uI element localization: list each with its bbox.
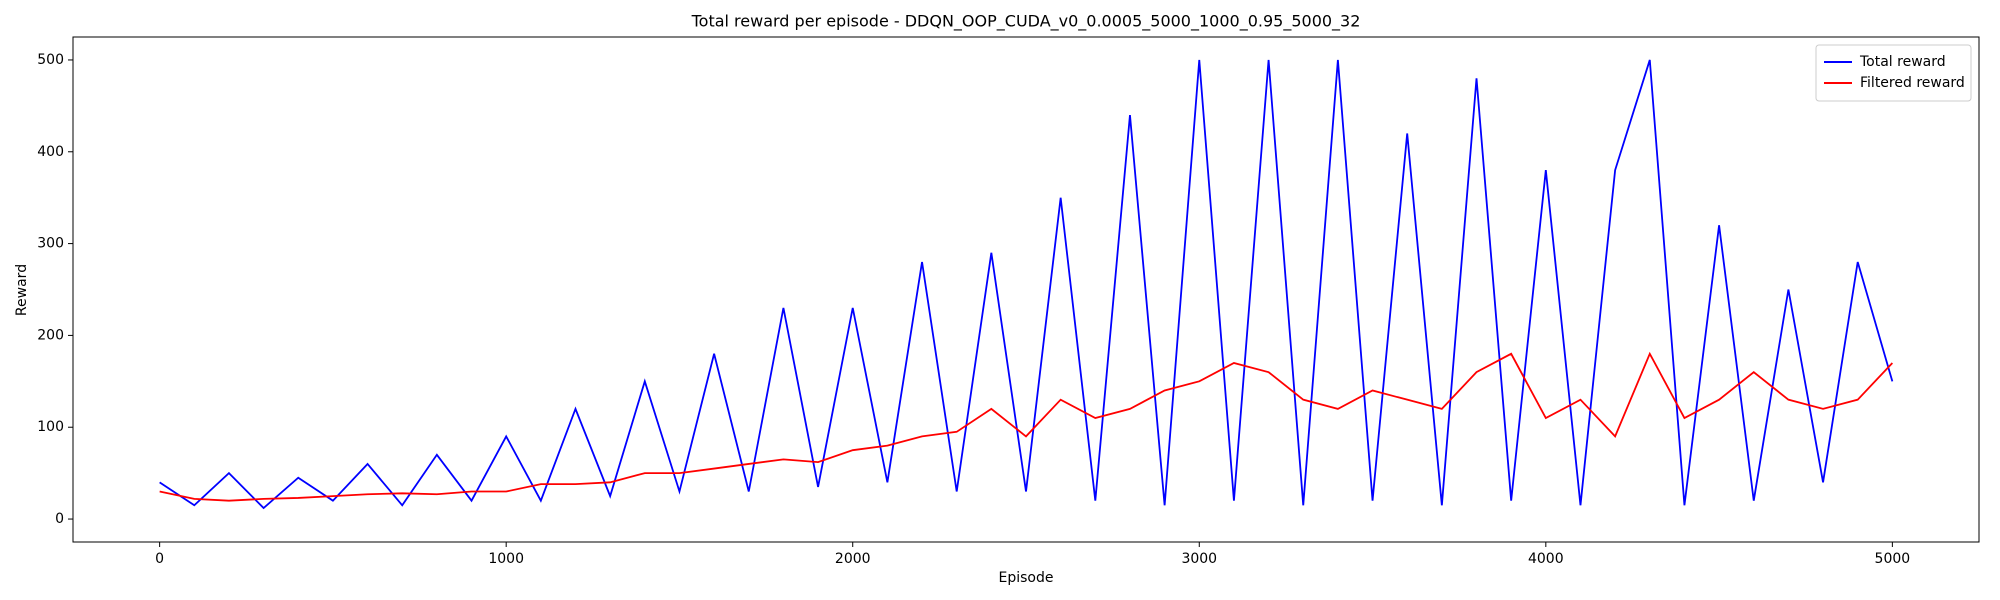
x-tick-label: 2000	[835, 551, 871, 567]
chart-title: Total reward per episode - DDQN_OOP_CUDA…	[691, 12, 1361, 32]
y-tick-label: 100	[37, 419, 64, 435]
x-tick-label: 0	[155, 551, 164, 567]
y-tick-label: 0	[55, 511, 64, 527]
series-line	[159, 351, 1894, 502]
x-axis-label: Episode	[999, 570, 1054, 586]
plot-frame	[72, 36, 1980, 543]
series-line	[159, 59, 1894, 510]
legend-label: Filtered reward	[1860, 75, 1965, 91]
y-axis-label: Reward	[14, 264, 30, 316]
x-tick-label: 4000	[1528, 551, 1564, 567]
y-tick-label: 400	[37, 144, 64, 160]
x-tick-label: 3000	[1181, 551, 1217, 567]
x-tick-label: 5000	[1875, 551, 1911, 567]
y-tick-label: 500	[37, 52, 64, 68]
y-tick-label: 300	[37, 236, 64, 252]
legend: Total reward Filtered reward	[1815, 44, 1972, 102]
legend-label: Total reward	[1859, 54, 1946, 70]
y-tick-label: 200	[37, 327, 64, 343]
x-tick-label: 1000	[488, 551, 524, 567]
legend-box	[1815, 44, 1972, 102]
